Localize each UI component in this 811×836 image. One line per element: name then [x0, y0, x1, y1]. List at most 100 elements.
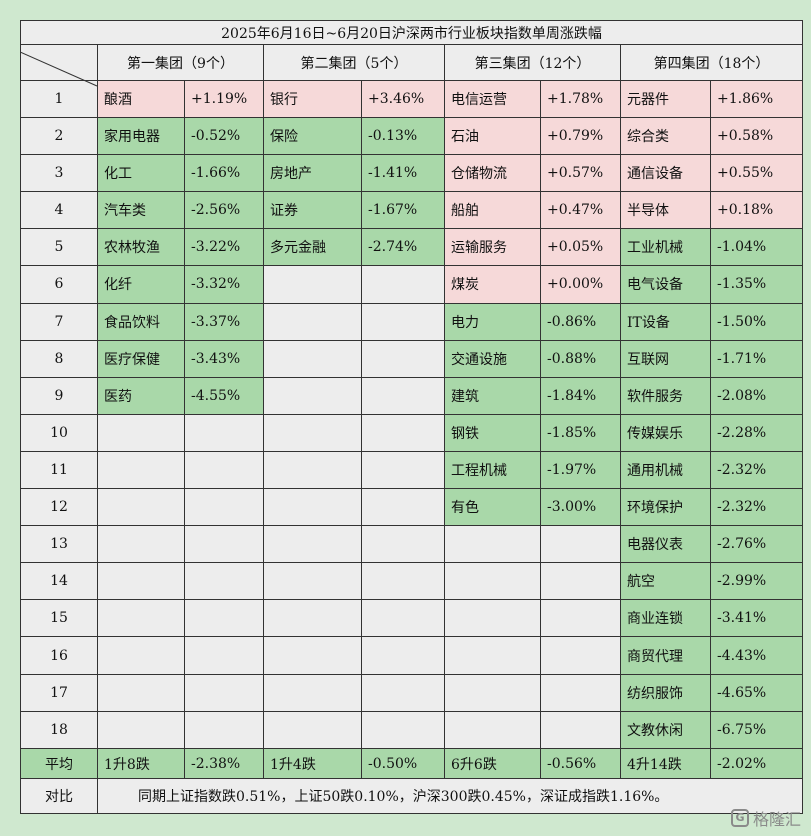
table-title: 2025年6月16日~6月20日沪深两市行业板块指数单周涨跌幅 [19, 19, 804, 46]
sector-name: 化纤 [97, 265, 185, 304]
sector-change: -1.67% [361, 191, 445, 230]
row-number: 16 [20, 636, 98, 675]
table-row: 15 商业连锁 -3.41% [20, 599, 804, 638]
sector-change: -1.50% [709, 302, 804, 341]
sector-name: 纺织服饰 [620, 673, 711, 712]
table-row: 6 化纤 -3.32% 煤炭 +0.00% 电气设备 -1.35% [20, 265, 804, 304]
empty-cell [184, 636, 264, 675]
sector-name: 钢铁 [444, 413, 541, 452]
logo-icon: G [730, 809, 749, 827]
sector-change: -1.66% [184, 154, 264, 193]
empty-cell [361, 599, 445, 638]
empty-cell [184, 450, 264, 490]
empty-cell [263, 450, 362, 490]
empty-cell [263, 636, 362, 675]
sector-name: 多元金融 [263, 228, 362, 267]
sector-name: 船舶 [444, 191, 541, 230]
sector-name: 汽车类 [97, 191, 185, 230]
sector-change: -2.56% [184, 191, 264, 230]
empty-cell [361, 525, 445, 564]
sector-name: 仓储物流 [444, 154, 541, 193]
sector-name: 商贸代理 [620, 636, 711, 675]
sector-change: -1.84% [540, 376, 621, 415]
sector-change: +0.00% [540, 265, 621, 304]
empty-cell [184, 525, 264, 564]
sector-change: -2.28% [709, 413, 804, 452]
average-summary: 1升8跌 [97, 747, 185, 780]
empty-cell [540, 525, 621, 564]
empty-cell [263, 376, 362, 415]
sector-weekly-change-table: 2025年6月16日~6月20日沪深两市行业板块指数单周涨跌幅 第一集团（9个）… [19, 19, 804, 814]
sector-name: 文教休闲 [620, 710, 711, 749]
sector-change: -4.55% [184, 376, 264, 415]
sector-change: -2.99% [709, 562, 804, 601]
sector-change: -0.13% [361, 116, 445, 156]
sector-name: 电气设备 [620, 265, 711, 304]
average-change: -2.02% [709, 747, 804, 780]
group-header-3: 第三集团（12个） [444, 44, 621, 81]
sector-name: 互联网 [620, 339, 711, 378]
empty-cell [97, 599, 185, 638]
sector-change: +0.58% [709, 116, 804, 156]
sector-change: +0.57% [540, 154, 621, 193]
sector-name: 通用机械 [620, 450, 711, 490]
empty-cell [263, 413, 362, 452]
table-row: 8 医疗保健 -3.43% 交通设施 -0.88% 互联网 -1.71% [20, 339, 804, 378]
sector-name: 传媒娱乐 [620, 413, 711, 452]
empty-cell [263, 562, 362, 601]
empty-cell [97, 525, 185, 564]
empty-cell [361, 339, 445, 378]
empty-cell [361, 450, 445, 490]
sector-name: 煤炭 [444, 265, 541, 304]
empty-cell [444, 673, 541, 712]
sector-change: -1.04% [709, 228, 804, 267]
row-number: 11 [20, 450, 98, 490]
comparison-label: 对比 [20, 778, 98, 814]
table-row: 5 农林牧渔 -3.22% 多元金融 -2.74% 运输服务 +0.05% 工业机械 -1.04… [20, 228, 804, 267]
empty-cell [361, 265, 445, 304]
sector-change: -3.00% [540, 488, 621, 527]
table-row: 3 化工 -1.66% 房地产 -1.41% 仓储物流 +0.57% 通信设备 +0.55% [20, 154, 804, 193]
empty-cell [444, 599, 541, 638]
sector-name: 有色 [444, 488, 541, 527]
sector-change: -3.37% [184, 302, 264, 341]
empty-cell [263, 265, 362, 304]
average-change: -0.56% [540, 747, 621, 780]
empty-cell [97, 673, 185, 712]
sector-change: +3.46% [361, 79, 445, 118]
empty-cell [184, 599, 264, 638]
row-number: 5 [20, 228, 98, 267]
empty-cell [361, 376, 445, 415]
sector-name: 医疗保健 [97, 339, 185, 378]
empty-cell [97, 413, 185, 452]
sector-name: 商业连锁 [620, 599, 711, 638]
average-row: 平均 1升8跌 -2.38% 1升4跌 -0.50% 6升6跌 -0.56% 4升14跌 -2.… [20, 747, 804, 780]
sector-name: 电信运营 [444, 79, 541, 118]
table-row: 1 酿酒 +1.19% 银行 +3.46% 电信运营 +1.78% 元器件 +1.86% [20, 79, 804, 118]
sector-change: -1.71% [709, 339, 804, 378]
sector-change: -6.75% [709, 710, 804, 749]
sector-name: 环境保护 [620, 488, 711, 527]
sector-name: 保险 [263, 116, 362, 156]
empty-cell [361, 562, 445, 601]
sector-name: 软件服务 [620, 376, 711, 415]
table-row: 2 家用电器 -0.52% 保险 -0.13% 石油 +0.79% 综合类 +0.58% [20, 116, 804, 156]
empty-cell [263, 339, 362, 378]
sector-change: +0.79% [540, 116, 621, 156]
sector-change: -4.43% [709, 636, 804, 675]
empty-cell [97, 488, 185, 527]
sector-change: +0.05% [540, 228, 621, 267]
empty-cell [540, 636, 621, 675]
sector-change: +1.78% [540, 79, 621, 118]
sector-name: 家用电器 [97, 116, 185, 156]
empty-cell [540, 562, 621, 601]
sector-change: -3.22% [184, 228, 264, 267]
average-summary: 6升6跌 [444, 747, 541, 780]
sector-change: -0.86% [540, 302, 621, 341]
sector-name: 电器仪表 [620, 525, 711, 564]
sector-name: 工业机械 [620, 228, 711, 267]
group-header-4: 第四集团（18个） [619, 44, 804, 81]
empty-cell [361, 302, 445, 341]
comparison-row: 对比 同期上证指数跌0.51%，上证50跌0.10%，沪深300跌0.45%，深证… [20, 778, 804, 814]
sector-change: -1.35% [709, 265, 804, 304]
